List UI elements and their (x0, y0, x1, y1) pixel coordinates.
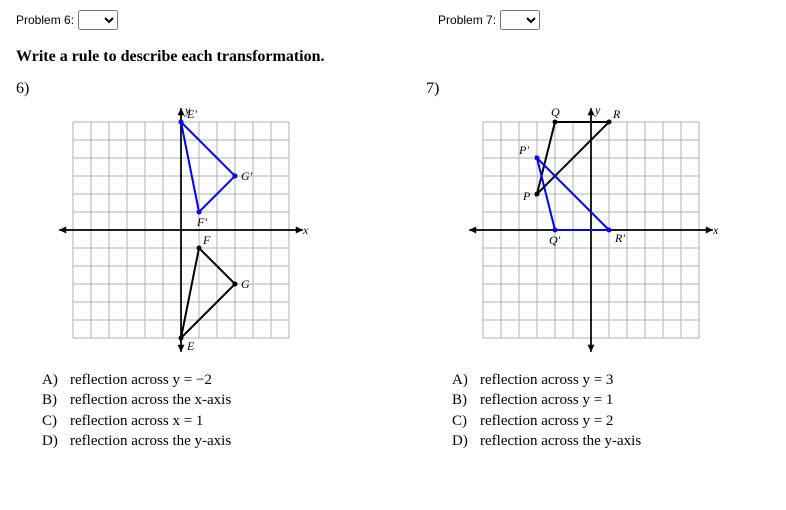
problem-7-graph: x y P Q R P' Q' R' (461, 100, 721, 360)
choice-letter: C) (42, 411, 64, 431)
svg-text:F': F' (196, 215, 207, 229)
choice-text: reflection across the y-axis (70, 431, 231, 451)
problem-7-number: 7) (426, 80, 756, 98)
choice-letter: A) (452, 370, 474, 390)
problem-6-select[interactable] (78, 10, 118, 30)
svg-text:Q': Q' (549, 233, 561, 247)
problem-7-select[interactable] (500, 10, 540, 30)
svg-text:P': P' (518, 143, 529, 157)
choice-text: reflection across y = 3 (480, 370, 613, 390)
choice-letter: B) (42, 390, 64, 410)
svg-text:y: y (594, 103, 601, 117)
svg-text:G: G (241, 277, 250, 291)
choice-text: reflection across y = −2 (70, 370, 212, 390)
problem-7: 7) x y P Q R P' Q' R' A) reflection across y = 3… (426, 80, 756, 451)
svg-text:R': R' (614, 231, 625, 245)
svg-text:x: x (302, 223, 309, 237)
problem-6: 6) xyE'F'G'EFG A)reflection across y = −… (16, 80, 346, 451)
choice-letter: C) (452, 411, 474, 431)
svg-text:E: E (186, 339, 195, 353)
svg-text:R: R (612, 107, 621, 121)
choice-letter: B) (452, 390, 474, 410)
svg-text:F: F (202, 233, 211, 247)
svg-text:Q: Q (551, 105, 560, 119)
problem-6-graph: xyE'F'G'EFG (51, 100, 311, 360)
choice-text: reflection across the x-axis (70, 390, 231, 410)
problem-6-choices: A) reflection across y = −2 B) reflection … (16, 370, 346, 451)
problem-6-label: Problem 6: (16, 13, 74, 27)
instruction-text: Write a rule to describe each transforma… (16, 48, 770, 66)
problem-6-number: 6) (16, 80, 346, 98)
choice-text: reflection across y = 2 (480, 411, 613, 431)
svg-text:E': E' (186, 107, 197, 121)
choice-text: reflection across the y-axis (480, 431, 641, 451)
choice-letter: D) (42, 431, 64, 451)
problem-7-label: Problem 7: (438, 13, 496, 27)
svg-text:G': G' (241, 169, 253, 183)
svg-text:x: x (712, 223, 719, 237)
problem-7-choices: A) reflection across y = 3 B) reflection a… (426, 370, 756, 451)
choice-text: reflection across x = 1 (70, 411, 203, 431)
choice-text: reflection across y = 1 (480, 390, 613, 410)
choice-letter: A) (42, 370, 64, 390)
svg-text:P: P (522, 189, 531, 203)
choice-letter: D) (452, 431, 474, 451)
